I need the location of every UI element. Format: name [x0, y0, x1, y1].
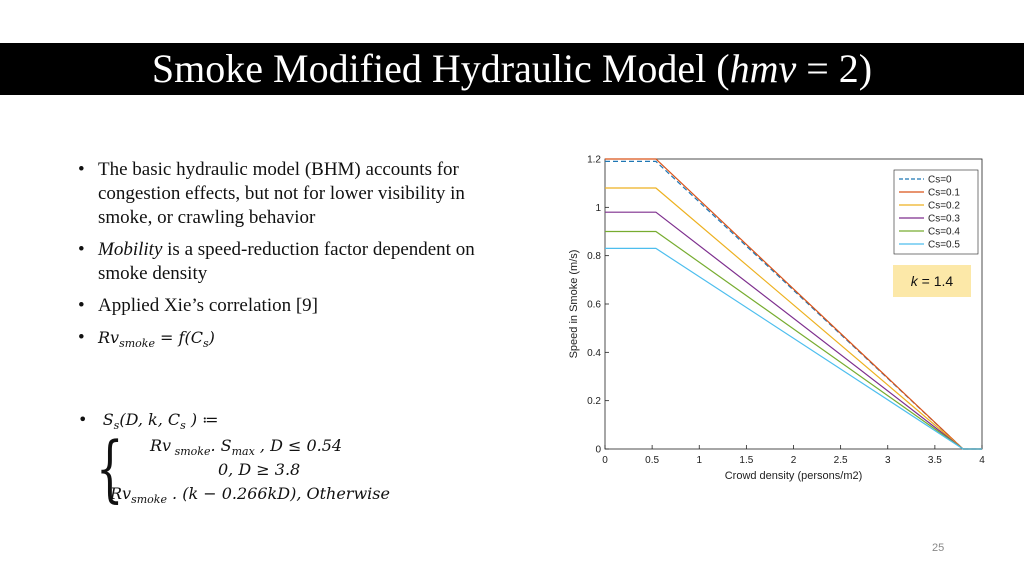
x-tick-label: 0 [602, 455, 608, 466]
case1-rv-sub: smoke [171, 445, 211, 459]
series-line [605, 247, 982, 450]
bullet-text: is a speed-reduction factor dependent on… [98, 239, 475, 284]
eq-rv: Rv [98, 328, 120, 347]
y-tick-label: 0.4 [587, 348, 601, 359]
formula-case-1: Rv smoke. Smax , D ≤ 0.54 [150, 436, 342, 458]
formula-lhs: • Ss(D, k, Cs ) ≔ [78, 410, 219, 433]
k-variable: k [910, 273, 918, 289]
legend-label: Cs=0.2 [928, 201, 960, 212]
k-annotation: k = 1.4 [893, 265, 971, 297]
formula-args: (D, k, C [119, 410, 181, 429]
speed-chart: 0 0.5 1 1.5 2 2.5 3 3.5 4 0 0.2 0.4 0.6 0.8 1 1.2 Crowd … [568, 155, 985, 483]
y-tick-label: 0.6 [587, 300, 601, 311]
bullet-dot: • [78, 327, 85, 348]
formula-s: S [102, 410, 114, 429]
title-prefix: Smoke Modified Hydraulic Model ( [151, 46, 730, 91]
bullet-dot: • [78, 159, 85, 180]
y-tick-label: 1 [595, 203, 601, 214]
legend-label: Cs=0.1 [928, 188, 960, 199]
bullet-dot: • [78, 295, 85, 316]
case1-smax: . S [210, 436, 232, 455]
x-tick-label: 4 [979, 455, 985, 466]
x-tick-label: 1 [696, 455, 702, 466]
y-tick-label: 1.2 [587, 155, 601, 166]
x-tick-label: 3 [885, 455, 891, 466]
y-tick-label: 0 [595, 445, 601, 456]
x-tick-label: 3.5 [928, 455, 942, 466]
x-tick-label: 0.5 [645, 455, 659, 466]
x-tick-label: 2 [791, 455, 797, 466]
x-axis-label: Crowd density (persons/m2) [725, 470, 863, 482]
formula-case-2: 0, D ≥ 3.8 [218, 460, 301, 479]
bullet-text: Applied Xie’s correlation [9] [98, 295, 319, 316]
bullet-item: • The basic hydraulic model (BHM) account… [78, 158, 518, 230]
bullet-italic-text: Mobility [98, 239, 163, 260]
case3-rv: Rv [110, 484, 132, 503]
formula-s-sub: s [113, 419, 120, 433]
left-brace: { [96, 426, 124, 510]
eq-rhs: = f(C [154, 328, 203, 347]
bullet-equation: Rvsmoke = f(Cs) [98, 328, 215, 351]
bullet-list: • The basic hydraulic model (BHM) account… [78, 158, 518, 364]
bullet-text: The basic hydraulic model (BHM) accounts… [98, 159, 465, 228]
bullet-item: • Mobility is a speed-reduction factor de… [78, 238, 518, 286]
bullet-item: • Applied Xie’s correlation [9] [78, 294, 518, 318]
y-axis-label: Speed in Smoke (m/s) [568, 250, 580, 359]
formula-args-sub: s [180, 419, 186, 433]
slide-title: Smoke Modified Hydraulic Model (hmv = 2) [0, 43, 1024, 95]
title-variable: hmv [729, 46, 797, 91]
k-value: = 1.4 [917, 273, 954, 289]
eq-end: ) [208, 328, 215, 347]
formula-define: ) ≔ [185, 410, 219, 429]
case3-expression: . (k − 0.266kD), Otherwise [166, 484, 390, 503]
legend-label: Cs=0.5 [928, 240, 960, 251]
legend-label: Cs=0.4 [928, 227, 960, 238]
title-suffix: = 2) [796, 46, 873, 91]
x-tick-label: 2.5 [834, 455, 848, 466]
case1-condition: , D ≤ 0.54 [254, 436, 343, 455]
page-number: 25 [932, 542, 945, 554]
bullet-item: • Rvsmoke = f(Cs) [78, 326, 518, 356]
case1-smax-sub: max [231, 445, 255, 459]
title-bar: Smoke Modified Hydraulic Model (hmv = 2) [0, 43, 1024, 95]
x-tick-label: 1.5 [739, 455, 753, 466]
formula-case-3: Rvsmoke . (k − 0.266kD), Otherwise [110, 484, 390, 506]
legend-label: Cs=0 [928, 175, 952, 186]
case3-rv-sub: smoke [131, 493, 167, 507]
y-tick-label: 0.8 [587, 251, 601, 262]
bullet-dot: • [78, 239, 85, 260]
eq-rv-sub: smoke [119, 337, 155, 351]
legend-box [893, 169, 979, 255]
eq-cs-sub: s [202, 337, 209, 351]
legend-label: Cs=0.3 [928, 214, 960, 225]
y-tick-label: 0.2 [587, 396, 601, 407]
case1-rv: Rv [150, 436, 172, 455]
